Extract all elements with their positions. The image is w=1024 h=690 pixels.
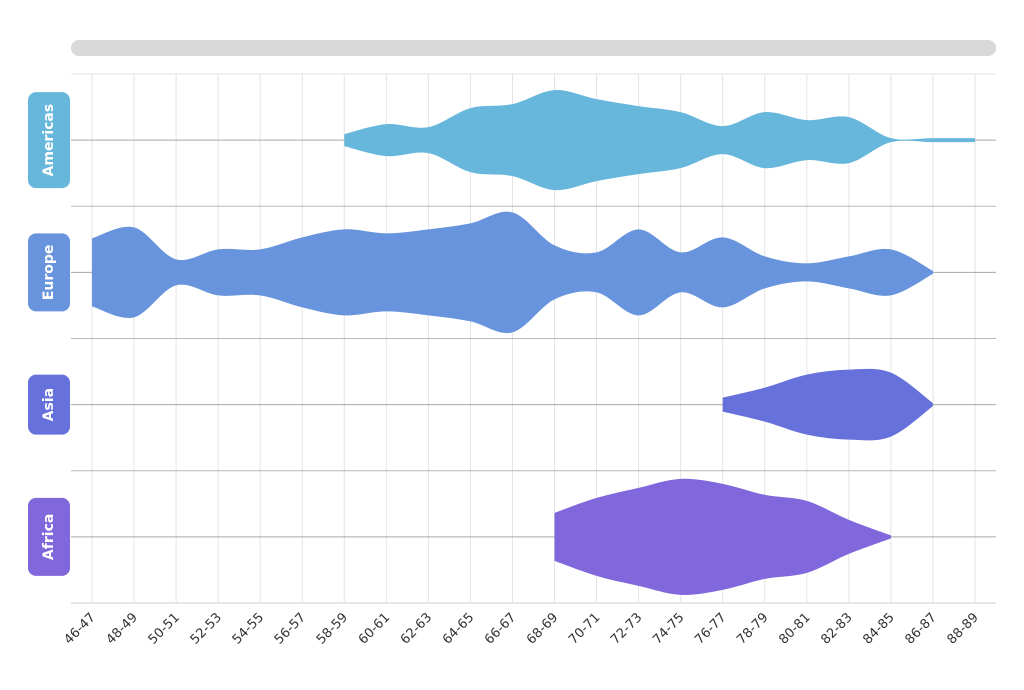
x-tick-label: 58-59 [314, 610, 351, 647]
x-tick-label: 88-89 [945, 610, 982, 647]
x-axis-ticks: 46-47 48-49 50-51 52-53 54-55 56-57 58-59 60-61… [62, 610, 982, 647]
violin-asia[interactable] [722, 368, 933, 441]
row-label-text: Europe [41, 245, 57, 301]
row-label-background [28, 497, 70, 576]
x-tick-label: 46-47 [62, 610, 99, 647]
row-label-text: Africa [41, 514, 57, 560]
row-label-background [28, 233, 70, 312]
row-label-europe: Europe [28, 233, 70, 312]
x-tick-label: 52-53 [188, 610, 225, 647]
violins [92, 90, 975, 595]
x-tick-label: 86-87 [902, 610, 939, 647]
x-tick-label: 66-67 [482, 610, 519, 647]
row-label-background [28, 374, 70, 435]
x-tick-label: 78-79 [734, 610, 771, 647]
x-tick-label: 74-75 [650, 610, 687, 647]
x-tick-label: 82-83 [818, 610, 855, 647]
x-tick-label: 64-65 [440, 610, 477, 647]
x-tick-label: 54-55 [230, 610, 267, 647]
x-tick-label: 50-51 [146, 610, 183, 647]
x-tick-label: 60-61 [356, 610, 393, 647]
row-label-text: Asia [41, 388, 57, 421]
row-labels: Americas Europe Asia Africa [28, 92, 70, 576]
x-tick-label: 72-73 [608, 610, 645, 647]
x-tick-label: 62-63 [398, 610, 435, 647]
row-label-asia: Asia [28, 374, 70, 435]
x-tick-label: 76-77 [692, 610, 729, 647]
x-tick-label: 56-57 [272, 610, 309, 647]
x-tick-label: 48-49 [104, 610, 141, 647]
row-label-text: Americas [41, 104, 57, 177]
row-label-background [28, 92, 70, 189]
row-label-africa: Africa [28, 497, 70, 576]
x-tick-label: 80-81 [776, 610, 813, 647]
row-label-americas: Americas [28, 92, 70, 189]
violin-africa[interactable] [554, 478, 891, 595]
x-tick-label: 70-71 [566, 610, 603, 647]
x-tick-label: 84-85 [860, 610, 897, 647]
x-tick-label: 68-69 [524, 610, 561, 647]
violin-americas[interactable] [344, 90, 975, 191]
scrollbar[interactable] [71, 40, 996, 56]
violin-europe[interactable] [92, 211, 933, 334]
